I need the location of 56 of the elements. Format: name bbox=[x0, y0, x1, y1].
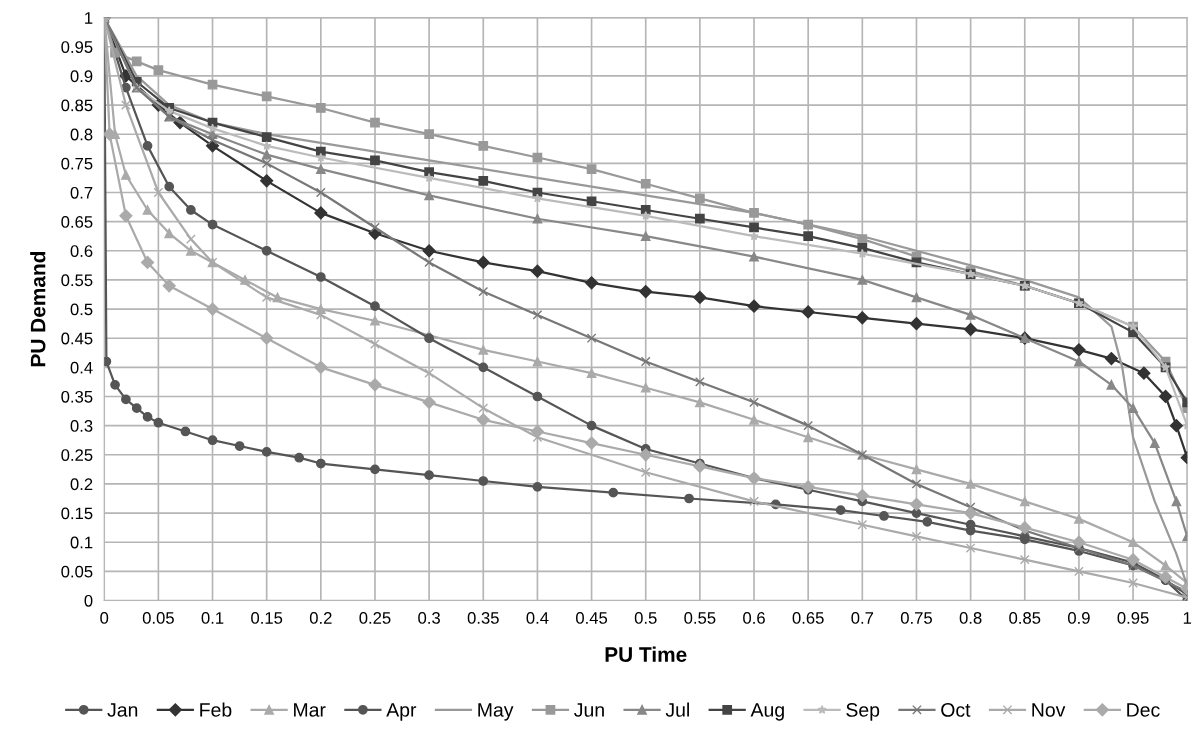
y-tick-label: 0.45 bbox=[61, 332, 93, 345]
y-tick-label: 0.3 bbox=[70, 420, 93, 432]
y-tick-label: 0.4 bbox=[70, 361, 93, 374]
x-tick-label: 0.8 bbox=[959, 612, 982, 624]
y-tick-label: 0.25 bbox=[61, 449, 93, 461]
legend-label: Jul bbox=[665, 702, 689, 717]
x-tick-label: 0.35 bbox=[467, 612, 499, 624]
x-tick-label: 0.4 bbox=[526, 612, 549, 624]
legend-label: Dec bbox=[1127, 703, 1160, 717]
x-tick-label: 0.6 bbox=[743, 612, 765, 624]
legend-label: Sep bbox=[846, 703, 880, 721]
x-tick-label: 0.9 bbox=[1067, 612, 1090, 624]
y-tick-label: 0.8 bbox=[70, 128, 93, 141]
x-tick-label: 0.7 bbox=[851, 612, 874, 624]
y-tick-label: 0.65 bbox=[61, 216, 93, 228]
y-tick-label: 0.6 bbox=[70, 245, 93, 257]
y-tick-label: 0 bbox=[84, 594, 93, 607]
legend-label: Apr bbox=[386, 703, 417, 721]
y-tick-label: 0.05 bbox=[61, 565, 93, 578]
y-tick-label: 0.7 bbox=[70, 186, 93, 199]
x-tick-label: 0.75 bbox=[900, 612, 932, 624]
legend-label: Aug bbox=[750, 703, 784, 721]
x-tick-label: 0.05 bbox=[142, 612, 174, 624]
y-tick-label: 0.95 bbox=[61, 41, 93, 53]
y-tick-label: 1 bbox=[85, 12, 93, 24]
y-tick-label: 0.75 bbox=[61, 157, 93, 170]
x-tick-label: 0.2 bbox=[309, 612, 332, 624]
y-tick-label: 0.1 bbox=[70, 536, 93, 549]
x-tick-label: 0.5 bbox=[634, 612, 657, 624]
x-tick-label: 1 bbox=[1183, 612, 1192, 624]
legend-label: Jun bbox=[574, 703, 604, 717]
y-tick-label: 0.35 bbox=[61, 390, 93, 403]
x-tick-label: 0 bbox=[100, 612, 109, 624]
legend-label: Jan bbox=[107, 703, 138, 717]
y-tick-label: 0.9 bbox=[70, 70, 93, 83]
x-tick-label: 0.1 bbox=[201, 612, 224, 624]
x-tick-label: 0.65 bbox=[792, 612, 824, 624]
y-tick-label: 0.85 bbox=[61, 99, 93, 112]
x-axis-title: PU Time bbox=[605, 646, 687, 662]
legend-label: Nov bbox=[1032, 703, 1066, 717]
y-tick-label: 0.15 bbox=[61, 507, 93, 520]
x-tick-label: 0.3 bbox=[418, 612, 440, 624]
legend-label: May bbox=[478, 703, 514, 721]
y-tick-label: 0.2 bbox=[70, 478, 93, 491]
y-tick-label: 0.5 bbox=[70, 303, 93, 316]
x-tick-label: 0.15 bbox=[251, 612, 283, 624]
x-tick-label: 0.85 bbox=[1009, 612, 1041, 624]
x-tick-label: 0.25 bbox=[359, 612, 391, 624]
x-tick-label: 0.55 bbox=[684, 612, 716, 624]
legend-label: Oct bbox=[941, 703, 971, 717]
legend-label: Mar bbox=[294, 703, 326, 717]
x-tick-label: 0.95 bbox=[1117, 612, 1149, 624]
x-tick-label: 0.45 bbox=[576, 612, 608, 624]
y-tick-label: 0.55 bbox=[61, 274, 93, 287]
y-axis-title: PU Demand bbox=[30, 251, 46, 367]
legend-label: Feb bbox=[200, 702, 232, 717]
